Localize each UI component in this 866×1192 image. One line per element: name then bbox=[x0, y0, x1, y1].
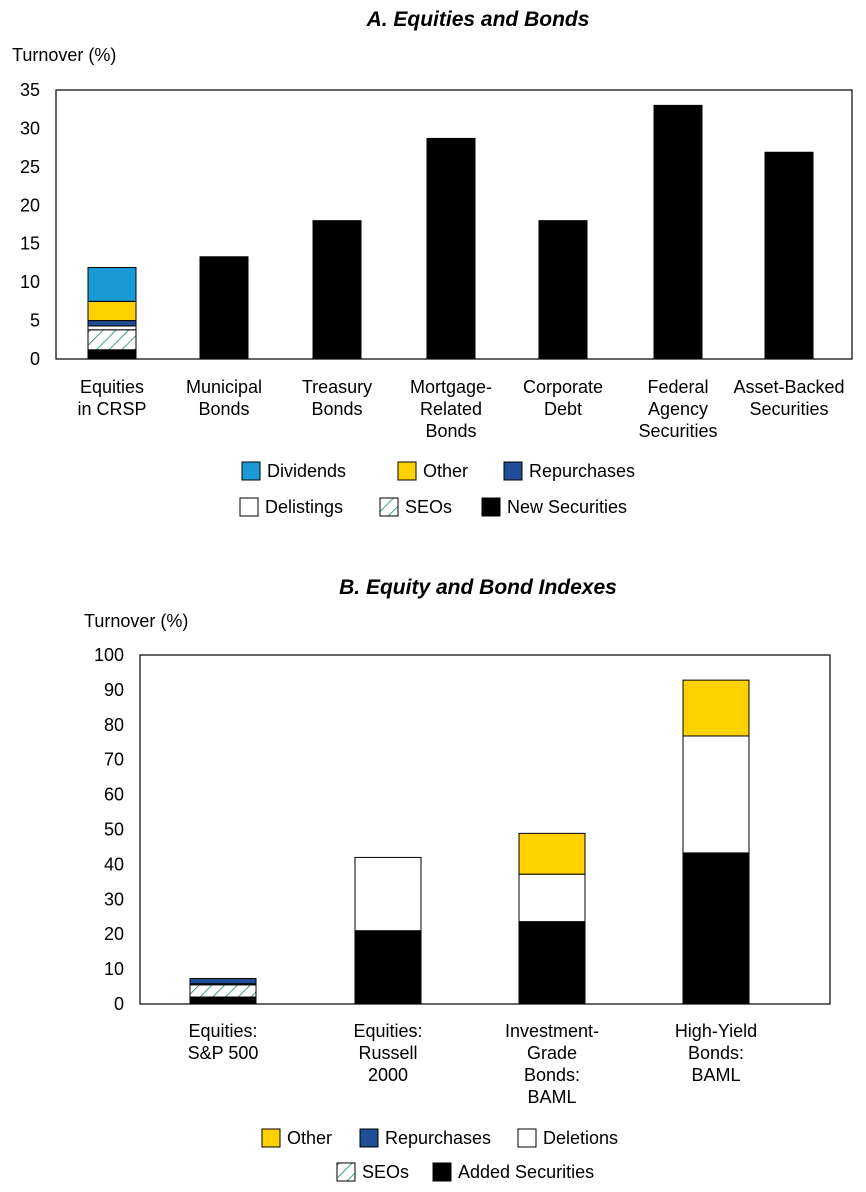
bar-segment-delistings bbox=[682, 735, 750, 854]
bar-segment-new-securities bbox=[87, 349, 137, 360]
legend-swatch-delistings bbox=[239, 497, 259, 517]
category-label: Equities: Russell 2000 bbox=[353, 1021, 422, 1085]
bar-segment-new-securities bbox=[426, 137, 476, 360]
legend-swatch-other bbox=[397, 461, 417, 481]
legend-swatch-new-securities bbox=[481, 497, 501, 517]
category-label: Investment-Grade Bonds: BAML bbox=[505, 1021, 599, 1107]
y-tick-label: 30 bbox=[20, 118, 40, 138]
panel-b-y-ticks: 0 10 20 30 40 50 60 70 80 90 100 bbox=[94, 645, 124, 1014]
legend-swatch-seos bbox=[379, 497, 399, 517]
y-tick-label: 0 bbox=[30, 349, 40, 369]
panel-b-category-labels: Equities: S&P 500 Equities: Russell 2000 Inve… bbox=[188, 1021, 758, 1107]
bar-segment-new-securities bbox=[764, 151, 814, 360]
category-label: Municipal Bonds bbox=[186, 377, 262, 419]
panel-a-legend: Dividends Other Repurchases Delistings SEOs N… bbox=[239, 461, 635, 517]
bar-segment-repurchases bbox=[87, 320, 137, 327]
y-tick-label: 20 bbox=[20, 195, 40, 215]
legend-label: Other bbox=[423, 461, 468, 481]
legend-label: SEOs bbox=[362, 1162, 409, 1182]
bar-segment-other bbox=[682, 679, 750, 737]
bar-segment-repurchases bbox=[189, 978, 257, 985]
panel-b-title: B. Equity and Bond Indexes bbox=[339, 576, 617, 599]
bar-segment-delistings bbox=[518, 873, 586, 923]
legend-label: Dividends bbox=[267, 461, 346, 481]
y-tick-label: 70 bbox=[104, 750, 124, 770]
category-label: Asset-Backed Securities bbox=[733, 377, 844, 419]
y-tick-label: 80 bbox=[104, 715, 124, 735]
y-tick-label: 30 bbox=[104, 889, 124, 909]
bar-segment-other bbox=[87, 300, 137, 322]
y-tick-label: 35 bbox=[20, 80, 40, 100]
y-tick-label: 10 bbox=[20, 272, 40, 292]
legend-label: Deletions bbox=[543, 1128, 618, 1148]
category-label: Equities in CRSP bbox=[77, 377, 146, 419]
y-tick-label: 60 bbox=[104, 785, 124, 805]
panel-a-title: A. Equities and Bonds bbox=[366, 8, 590, 31]
category-label: Corporate Debt bbox=[523, 377, 603, 419]
y-tick-label: 100 bbox=[94, 645, 124, 665]
category-label: Equities: S&P 500 bbox=[188, 1021, 259, 1063]
category-label: Treasury Bonds bbox=[302, 377, 372, 419]
y-tick-label: 5 bbox=[30, 311, 40, 331]
legend-swatch-delistings bbox=[517, 1128, 537, 1148]
legend-label: SEOs bbox=[405, 497, 452, 517]
legend-label: Other bbox=[287, 1128, 332, 1148]
y-tick-label: 0 bbox=[114, 994, 124, 1014]
panel-a-y-ticks: 0 5 10 15 20 25 30 35 bbox=[20, 80, 40, 369]
panel-b-y-axis-label: Turnover (%) bbox=[84, 611, 188, 631]
bar-segment-seos bbox=[87, 329, 137, 351]
bar-segment-delistings bbox=[354, 856, 422, 932]
y-tick-label: 20 bbox=[104, 924, 124, 944]
bar-segment-new-securities bbox=[312, 220, 362, 360]
legend-label: Delistings bbox=[265, 497, 343, 517]
category-label: High-Yield Bonds: BAML bbox=[675, 1021, 757, 1085]
legend-swatch-dividends bbox=[241, 461, 261, 481]
legend-swatch-repurchases bbox=[359, 1128, 379, 1148]
bar-segment-new-securities bbox=[189, 996, 257, 1005]
category-label: Mortgage-Related Bonds bbox=[410, 377, 492, 441]
legend-label: Repurchases bbox=[385, 1128, 491, 1148]
legend-swatch-other bbox=[261, 1128, 281, 1148]
bar-segment-dividends bbox=[87, 267, 137, 302]
panel-b: B. Equity and Bond Indexes Turnover (%) … bbox=[84, 576, 831, 1182]
bar-segment-new-securities bbox=[354, 930, 422, 1005]
legend-label: New Securities bbox=[507, 497, 627, 517]
y-tick-label: 15 bbox=[20, 234, 40, 254]
legend-label: Repurchases bbox=[529, 461, 635, 481]
y-tick-label: 50 bbox=[104, 820, 124, 840]
legend-swatch-seos bbox=[336, 1162, 356, 1182]
panel-a-category-labels: Equities in CRSP Municipal Bonds Treasury Bon… bbox=[77, 377, 844, 441]
legend-label: Added Securities bbox=[458, 1162, 594, 1182]
y-tick-label: 90 bbox=[104, 680, 124, 700]
panel-a: A. Equities and Bonds Turnover (%) 0 5 10 1… bbox=[12, 8, 853, 517]
panel-b-legend: Other Repurchases Deletions SEOs Added Secur… bbox=[261, 1128, 618, 1182]
bar-segment-seos bbox=[189, 984, 257, 998]
bar-segment-new-securities bbox=[518, 921, 586, 1005]
panel-a-bars bbox=[87, 104, 814, 360]
bar-segment-new-securities bbox=[199, 256, 249, 360]
legend-swatch-repurchases bbox=[503, 461, 523, 481]
bar-segment-new-securities bbox=[538, 220, 588, 360]
legend-swatch-new-securities bbox=[432, 1162, 452, 1182]
bar-segment-new-securities bbox=[682, 852, 750, 1005]
panel-b-plot-frame bbox=[139, 654, 831, 1005]
bar-segment-new-securities bbox=[653, 104, 703, 360]
y-tick-label: 40 bbox=[104, 854, 124, 874]
y-tick-label: 25 bbox=[20, 157, 40, 177]
bar-segment-delistings bbox=[87, 325, 137, 331]
category-label: Federal Agency Securities bbox=[638, 377, 717, 441]
panel-b-bars bbox=[189, 679, 750, 1005]
panel-a-y-axis-label: Turnover (%) bbox=[12, 45, 116, 65]
y-tick-label: 10 bbox=[104, 959, 124, 979]
bar-segment-other bbox=[518, 832, 586, 875]
